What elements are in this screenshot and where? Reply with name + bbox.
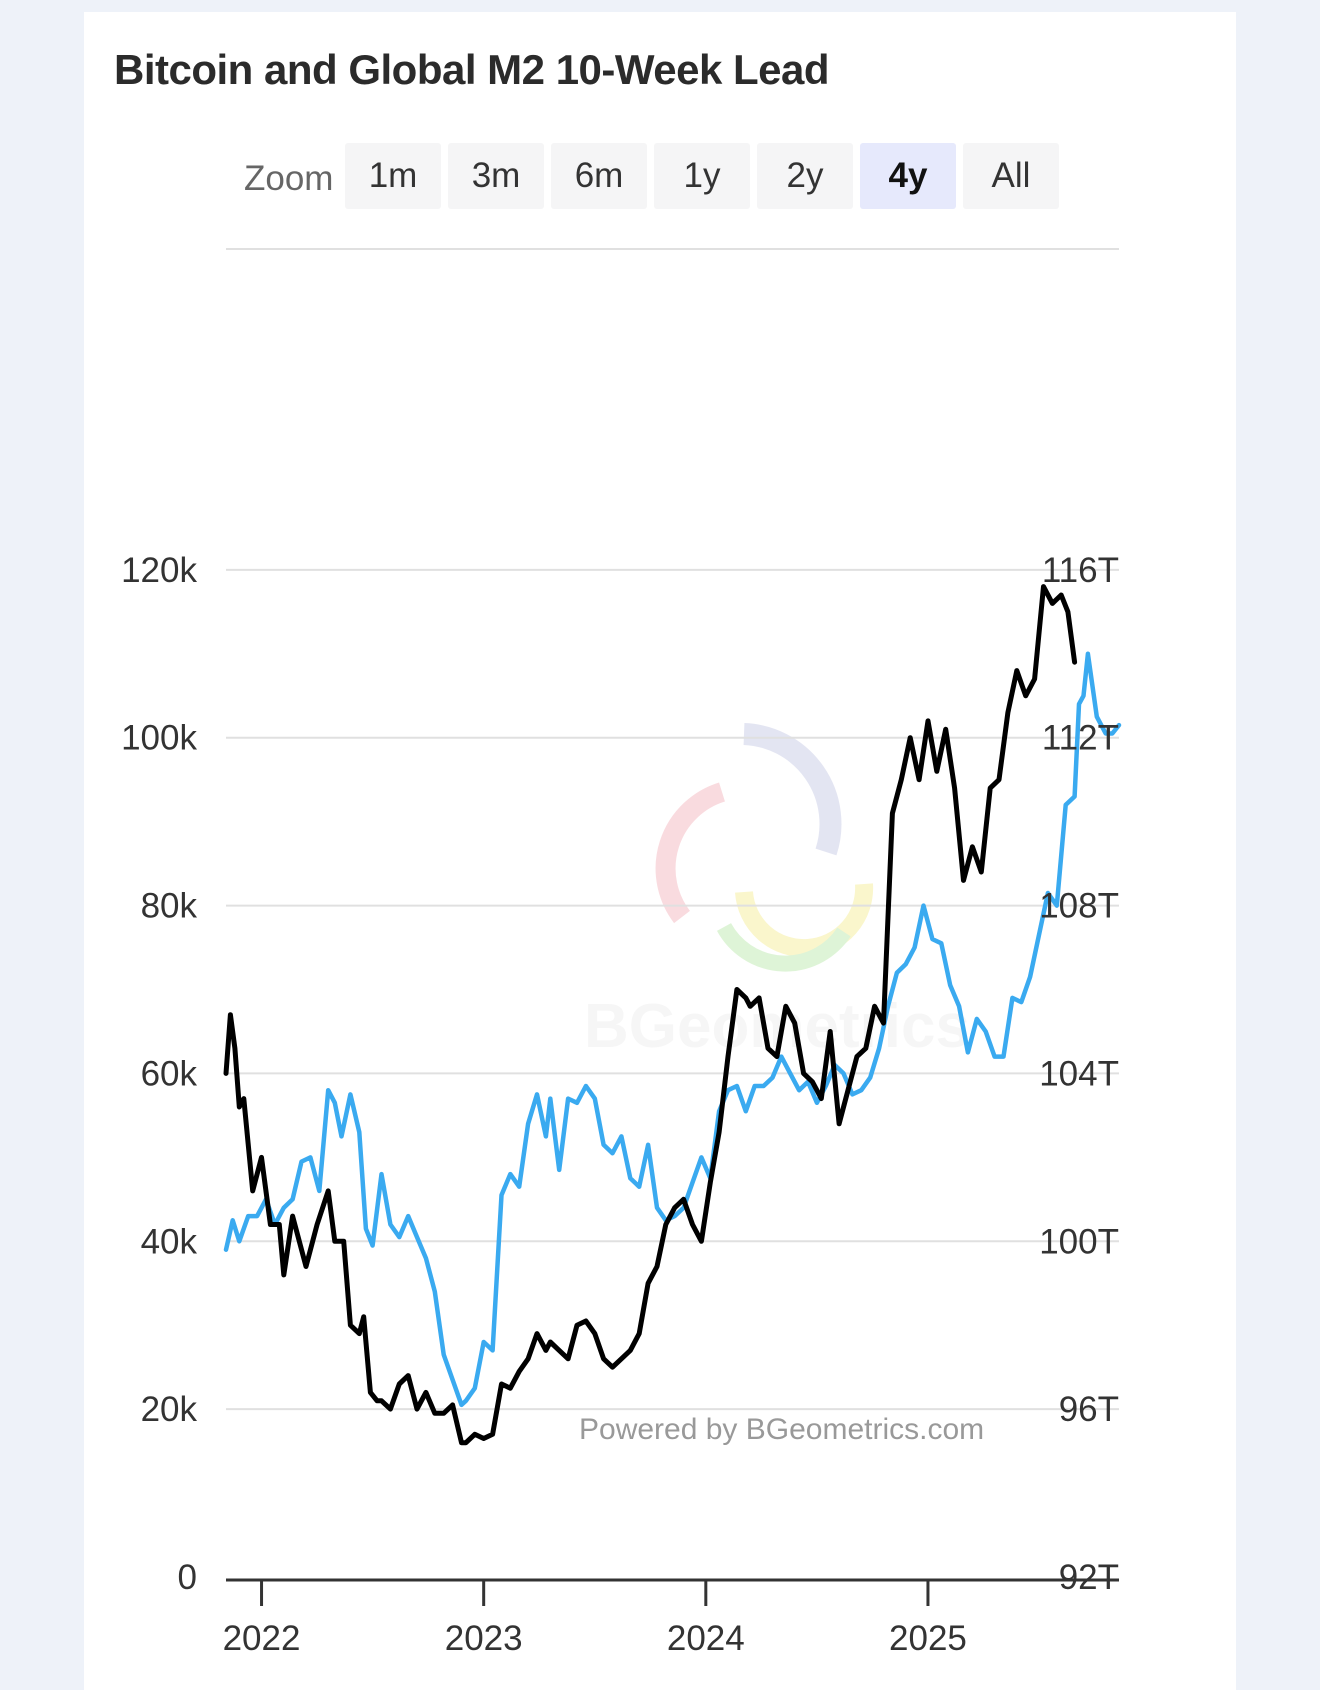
y-right-tick-label: 108T: [1039, 887, 1119, 926]
chart-card: Bitcoin and Global M2 10-Week Lead Zoom …: [84, 12, 1236, 1690]
x-tick-label: 2024: [667, 1619, 745, 1658]
zoom-button-6m[interactable]: 6m: [551, 143, 647, 209]
x-tick-label: 2025: [889, 1619, 967, 1658]
zoom-button-1m[interactable]: 1m: [345, 143, 441, 209]
x-tick-label: 2023: [445, 1619, 523, 1658]
x-tick-label: 2022: [223, 1619, 301, 1658]
y-right-tick-label: 104T: [1039, 1054, 1119, 1093]
zoom-label: Zoom: [244, 159, 334, 198]
y-left-tick-label: 80k: [141, 887, 198, 926]
series-lines: [223, 584, 1122, 1446]
y-left-tick-label: 60k: [141, 1054, 198, 1093]
chart-title: Bitcoin and Global M2 10-Week Lead: [114, 46, 830, 93]
y-left-tick-label: 120k: [121, 551, 197, 590]
y-right-tick-label: 116T: [1042, 551, 1119, 590]
watermark-logo: BGeometrics: [584, 723, 970, 1061]
zoom-button-all[interactable]: All: [963, 143, 1059, 209]
axes: 0 20k 40k 60k 80k 100k 120k 92T 96T 100T 104T 108T 1…: [121, 551, 1119, 1658]
y-left-tick-label: 40k: [141, 1222, 198, 1261]
zoom-button-3m[interactable]: 3m: [448, 143, 544, 209]
zoom-button-1y[interactable]: 1y: [654, 143, 750, 209]
series-line-btc: [223, 584, 1078, 1446]
line-chart: BGeometrics 0 20k 40k 60k 80k 100k 120k 92T 96T 1…: [121, 248, 1122, 1658]
zoom-button-2y[interactable]: 2y: [757, 143, 853, 209]
y-right-tick-label: 100T: [1039, 1222, 1119, 1261]
y-right-tick-label: 112T: [1042, 719, 1119, 758]
y-right-tick-label: 96T: [1059, 1390, 1119, 1429]
y-right-tick-label: 92T: [1059, 1558, 1119, 1597]
y-left-tick-label: 100k: [121, 719, 197, 758]
zoom-button-4y[interactable]: 4y: [860, 143, 956, 209]
gridlines: [226, 248, 1119, 1411]
y-left-tick-label: 20k: [141, 1390, 198, 1429]
y-left-tick-label: 0: [178, 1558, 197, 1597]
credits-text[interactable]: Powered by BGeometrics.com: [579, 1413, 984, 1446]
